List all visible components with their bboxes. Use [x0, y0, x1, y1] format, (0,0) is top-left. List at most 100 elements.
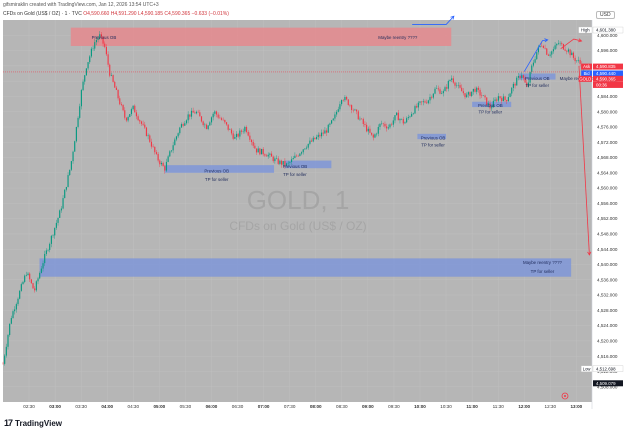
- candle-body: [564, 49, 566, 51]
- symbol-ohlc-line[interactable]: CFDs on Gold (US$ / OZ) · 1 · TVC O4,590…: [3, 11, 229, 17]
- x-tick-label: 02:30: [23, 404, 35, 409]
- candle-body: [319, 134, 321, 137]
- candle-body: [269, 153, 271, 155]
- candle-body: [364, 123, 366, 125]
- candle-body: [327, 124, 329, 133]
- x-tick-label: 06:00: [206, 404, 218, 409]
- candle-body: [65, 186, 67, 190]
- candle-body: [77, 117, 79, 127]
- svg-text:4,512.698: 4,512.698: [596, 366, 616, 371]
- candle-body: [185, 120, 188, 124]
- candle-body: [444, 87, 446, 92]
- candle-body: [277, 158, 279, 164]
- candle-body: [225, 122, 228, 125]
- candle-body: [514, 83, 516, 86]
- candle-body: [417, 102, 419, 108]
- time-axis-background[interactable]: [3, 402, 592, 412]
- time-axis[interactable]: 02:30 03:00 03:30 04:00 04:30 05:00 05:30 06:00…: [23, 404, 582, 409]
- red-arrow-top: [560, 38, 582, 49]
- candle-body: [95, 39, 97, 43]
- candle-body: [451, 78, 453, 80]
- candle-body: [512, 83, 514, 88]
- candle-body: [114, 81, 116, 88]
- candle-body: [9, 323, 11, 336]
- x-tick-label: 08:30: [336, 404, 348, 409]
- candle-body: [272, 156, 274, 162]
- candle-body: [357, 111, 359, 120]
- ohlc-values: O4,590.660 H4,591.290 L4,590.185 C4,590.…: [83, 11, 229, 17]
- candle-body: [254, 145, 256, 149]
- candle-body: [389, 124, 391, 128]
- currency-button[interactable]: USD: [596, 11, 615, 19]
- y-tick-label: 4,576.000: [597, 125, 618, 130]
- candle-body: [507, 97, 509, 102]
- candle-body: [481, 95, 483, 97]
- supply-zone: [70, 27, 452, 46]
- candle-body: [205, 124, 208, 130]
- candle-body: [85, 68, 87, 76]
- candle-body: [40, 268, 42, 273]
- author-line: gifsmiraklin created with TradingView.co…: [3, 2, 159, 8]
- candle-body: [139, 120, 141, 122]
- symbol-name[interactable]: CFDs on Gold (US$ / OZ) · 1 · TVC: [3, 11, 82, 17]
- candle-body: [404, 122, 406, 124]
- y-tick-label: 4,524.000: [597, 323, 618, 328]
- candle-body: [75, 126, 77, 142]
- candle-body: [207, 125, 209, 130]
- settings-icon[interactable]: [561, 392, 569, 400]
- crosshair-label: 4,509.079: [593, 380, 623, 387]
- candle-body: [280, 160, 283, 165]
- candle-body: [232, 133, 234, 139]
- candle-body: [117, 89, 119, 99]
- candle-body: [99, 34, 101, 38]
- candle-body: [567, 49, 570, 52]
- candle-body: [469, 92, 471, 96]
- candle-body: [37, 278, 39, 282]
- candle-body: [351, 105, 353, 110]
- candle-body: [449, 79, 451, 82]
- candle-body: [287, 162, 289, 164]
- candle-body: [411, 113, 413, 117]
- candle-body: [439, 89, 441, 94]
- candle-body: [217, 114, 219, 118]
- candle-body: [479, 89, 481, 96]
- candle-body: [100, 34, 102, 37]
- candle-body: [25, 274, 27, 276]
- candle-body: [441, 93, 443, 94]
- candle-body: [462, 91, 464, 94]
- candle-body: [84, 75, 86, 82]
- candle-body: [299, 153, 301, 156]
- candle-body: [57, 217, 59, 223]
- candle-body: [552, 49, 555, 52]
- candle-body: [499, 96, 501, 99]
- candle-body: [294, 155, 296, 159]
- y-tick-label: 4,560.000: [597, 186, 618, 191]
- zones-layer: [39, 27, 572, 277]
- label-tp-seller-bottom: TP for seller: [531, 269, 555, 274]
- candle-body: [270, 153, 273, 157]
- gold-label: GOLD 4,590.365: [578, 75, 623, 82]
- candle-body: [157, 153, 159, 161]
- candle-body: [549, 54, 551, 56]
- candle-body: [366, 124, 368, 132]
- label-previous-ob-3: Previous OB: [421, 136, 446, 141]
- candle-body: [4, 355, 6, 364]
- label-previous-ob-top: Previous OB: [92, 35, 117, 40]
- candle-body: [397, 112, 399, 121]
- x-tick-label: 07:30: [284, 404, 296, 409]
- tradingview-logo-icon[interactable]: 17: [4, 418, 13, 428]
- candle-body: [402, 118, 404, 124]
- candle-body: [427, 100, 429, 104]
- candle-body: [214, 111, 216, 114]
- candle-body: [107, 54, 109, 65]
- candle-body: [336, 111, 338, 115]
- x-tick-label: 11:00: [466, 404, 478, 409]
- candle-body: [274, 158, 276, 162]
- candle-body: [155, 152, 158, 154]
- candle-body: [392, 120, 394, 125]
- candle-body: [80, 90, 82, 107]
- candle-body: [12, 311, 14, 319]
- candle-body: [172, 145, 174, 151]
- candle-body: [259, 148, 261, 155]
